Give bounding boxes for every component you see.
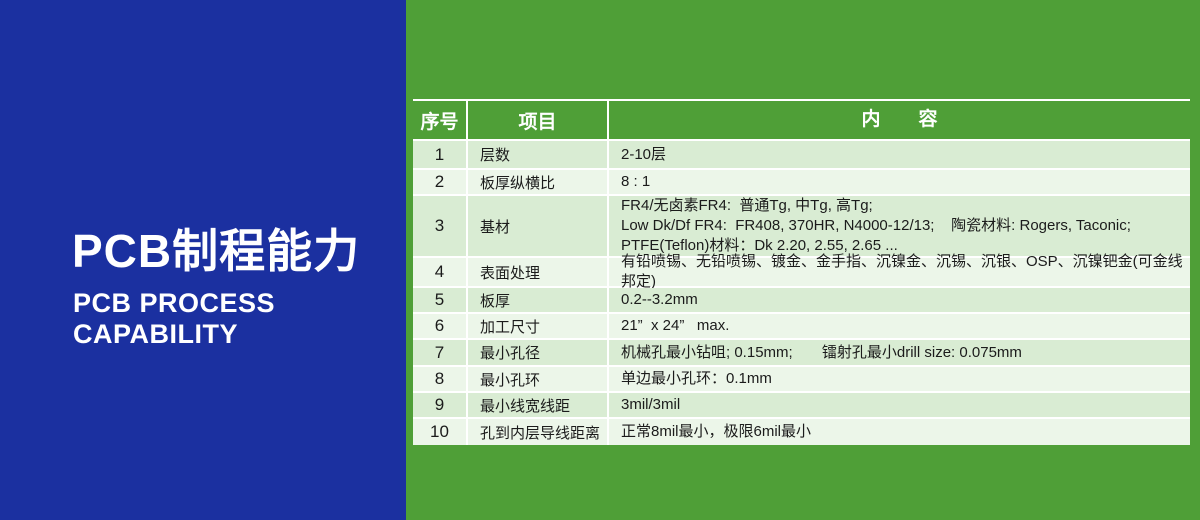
table-row-9: 9 最小线宽线距 3mil/3mil: [413, 393, 1190, 417]
header-cell-serial: 序号: [413, 101, 466, 139]
cell-content: FR4/无卤素FR4: 普通Tg, 中Tg, 高Tg; Low Dk/Df FR…: [609, 196, 1190, 256]
table-row-3: 3 基材 FR4/无卤素FR4: 普通Tg, 中Tg, 高Tg; Low Dk/…: [413, 196, 1190, 256]
table-header-row: 序号 项目 内 容: [413, 101, 1190, 139]
cell-content: 2-10层: [609, 141, 1190, 168]
table-row-7: 7 最小孔径 机械孔最小钻咀; 0.15mm; 镭射孔最小drill size:…: [413, 340, 1190, 365]
header-cell-content: 内 容: [609, 101, 1190, 139]
cell-serial: 2: [413, 170, 466, 194]
capability-table: 序号 项目 内 容 1 层数 2-10层 2 板厚纵横比 8 : 1 3 基材 …: [413, 99, 1190, 445]
table-row-1: 1 层数 2-10层: [413, 141, 1190, 168]
table-row-5: 5 板厚 0.2--3.2mm: [413, 288, 1190, 312]
cell-serial: 3: [413, 196, 466, 256]
cell-item: 加工尺寸: [468, 314, 607, 338]
page-title: PCB制程能力: [72, 225, 361, 277]
cell-item: 层数: [468, 141, 607, 168]
cell-content: 3mil/3mil: [609, 393, 1190, 417]
table-row-2: 2 板厚纵横比 8 : 1: [413, 170, 1190, 194]
cell-content: 8 : 1: [609, 170, 1190, 194]
cell-serial: 6: [413, 314, 466, 338]
table-row-8: 8 最小孔环 单边最小孔环：0.1mm: [413, 367, 1190, 391]
cell-item: 最小孔环: [468, 367, 607, 391]
table-row-4: 4 表面处理 有铅喷锡、无铅喷锡、镀金、金手指、沉镍金、沉锡、沉银、OSP、沉镍…: [413, 253, 1190, 290]
cell-content: 机械孔最小钻咀; 0.15mm; 镭射孔最小drill size: 0.075m…: [609, 340, 1190, 365]
cell-serial: 9: [413, 393, 466, 417]
cell-serial: 10: [413, 419, 466, 445]
cell-item: 最小孔径: [468, 340, 607, 365]
cell-item: 板厚: [468, 288, 607, 312]
cell-content: 21” x 24” max.: [609, 314, 1190, 338]
cell-serial: 8: [413, 367, 466, 391]
cell-item: 板厚纵横比: [468, 170, 607, 194]
cell-item: 孔到内层导线距离: [468, 419, 607, 445]
cell-serial: 7: [413, 340, 466, 365]
cell-item: 最小线宽线距: [468, 393, 607, 417]
table-row-6: 6 加工尺寸 21” x 24” max.: [413, 314, 1190, 338]
cell-serial: 5: [413, 288, 466, 312]
cell-item: 表面处理: [468, 258, 607, 286]
cell-content: 0.2--3.2mm: [609, 288, 1190, 312]
table-row-10: 10 孔到内层导线距离 正常8mil最小，极限6mil最小: [413, 419, 1190, 445]
header-cell-item: 项目: [468, 101, 607, 139]
left-panel: PCB制程能力 PCB PROCESS CAPABILITY: [0, 0, 406, 520]
cell-item: 基材: [468, 196, 607, 256]
cell-content: 有铅喷锡、无铅喷锡、镀金、金手指、沉镍金、沉锡、沉银、OSP、沉镍钯金(可金线邦…: [609, 253, 1190, 290]
page-subtitle: PCB PROCESS CAPABILITY: [73, 288, 276, 349]
cell-serial: 1: [413, 141, 466, 168]
cell-content: 正常8mil最小，极限6mil最小: [609, 419, 1190, 445]
cell-content: 单边最小孔环：0.1mm: [609, 367, 1190, 391]
cell-serial: 4: [413, 258, 466, 286]
